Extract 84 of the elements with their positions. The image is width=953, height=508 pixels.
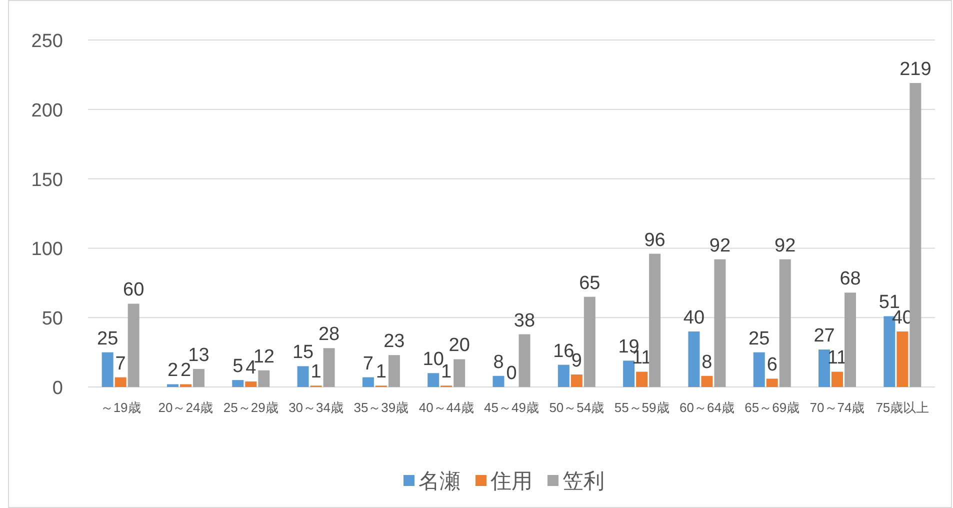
bar	[128, 304, 140, 387]
bar	[714, 259, 726, 387]
data-label: 2	[167, 360, 178, 382]
data-label: 6	[766, 354, 778, 376]
x-tick-label: 40～44歳	[418, 400, 474, 415]
data-label: 8	[493, 352, 504, 373]
y-tick-label: 50	[42, 308, 63, 330]
bar	[558, 364, 570, 387]
data-label: 96	[644, 230, 666, 251]
data-label: 1	[310, 362, 322, 383]
data-label: 7	[362, 353, 374, 374]
bar	[910, 83, 922, 387]
x-tick-label: 75歳以上	[876, 400, 930, 415]
bar	[180, 384, 192, 387]
bar	[166, 384, 178, 387]
bar	[701, 376, 713, 387]
x-tick-label: 70～74歳	[810, 400, 865, 415]
x-tick-label: 30～34歳	[288, 400, 344, 415]
bar	[102, 352, 114, 387]
y-tick-label: 100	[31, 239, 63, 260]
data-label: 15	[292, 342, 314, 364]
bar	[688, 331, 700, 387]
y-tick-label: 200	[31, 100, 63, 122]
bar	[570, 374, 582, 387]
x-tick-label: 55～59歳	[614, 400, 670, 415]
bar	[623, 360, 635, 387]
bar	[584, 296, 596, 387]
legend-label: 笠利	[562, 470, 604, 493]
x-tick-label: ～19歳	[100, 400, 141, 415]
data-label: 7	[115, 353, 126, 374]
bar	[428, 373, 440, 387]
data-label: 28	[318, 324, 340, 346]
data-label: 10	[422, 349, 444, 370]
bar	[753, 352, 765, 387]
data-label: 2	[180, 360, 192, 382]
data-label: 5	[232, 356, 244, 378]
bar	[362, 377, 374, 387]
data-label: 60	[123, 280, 144, 301]
bar	[323, 348, 335, 387]
bar	[245, 381, 257, 387]
data-label: 23	[384, 331, 405, 352]
data-label: 68	[840, 268, 861, 290]
legend-label: 名瀬	[418, 470, 460, 493]
bar	[518, 334, 530, 387]
x-tick-label: 35～39歳	[354, 400, 409, 415]
data-label: 1	[376, 362, 386, 383]
data-label: 92	[709, 235, 731, 256]
data-label: 219	[900, 59, 932, 80]
bar	[114, 377, 126, 387]
x-tick-label: 50～54歳	[549, 400, 604, 415]
bar	[297, 366, 309, 387]
bar	[896, 331, 908, 387]
bar	[818, 350, 830, 387]
x-tick-label: 60～64歳	[680, 400, 734, 415]
data-label: 65	[579, 272, 600, 294]
bar	[388, 355, 400, 387]
data-label: 20	[448, 335, 470, 356]
data-label: 25	[748, 328, 770, 350]
data-label: 27	[814, 326, 835, 347]
y-tick-label: 0	[52, 378, 63, 399]
bar	[766, 378, 778, 387]
bar	[492, 376, 504, 387]
bar	[844, 292, 856, 387]
data-label: 38	[514, 310, 536, 332]
data-label: 40	[683, 307, 705, 328]
bar	[454, 359, 466, 387]
legend-label: 住用	[490, 470, 532, 493]
x-tick-label: 20～24歳	[158, 400, 214, 415]
bar	[649, 254, 661, 387]
x-tick-label: 45～49歳	[484, 400, 539, 415]
data-label: 0	[506, 363, 517, 384]
bar	[779, 259, 791, 387]
bar	[192, 368, 204, 387]
y-tick-label: 150	[31, 170, 63, 191]
data-label: 92	[774, 235, 796, 256]
x-tick-label: 25～29歳	[223, 400, 278, 415]
y-tick-label: 250	[31, 31, 63, 52]
bar	[832, 372, 844, 387]
data-label: 25	[97, 328, 118, 350]
x-tick-label: 65～69歳	[744, 400, 800, 415]
bar	[258, 370, 270, 387]
bar	[232, 380, 244, 387]
data-label: 8	[702, 352, 712, 373]
bar	[636, 372, 648, 387]
